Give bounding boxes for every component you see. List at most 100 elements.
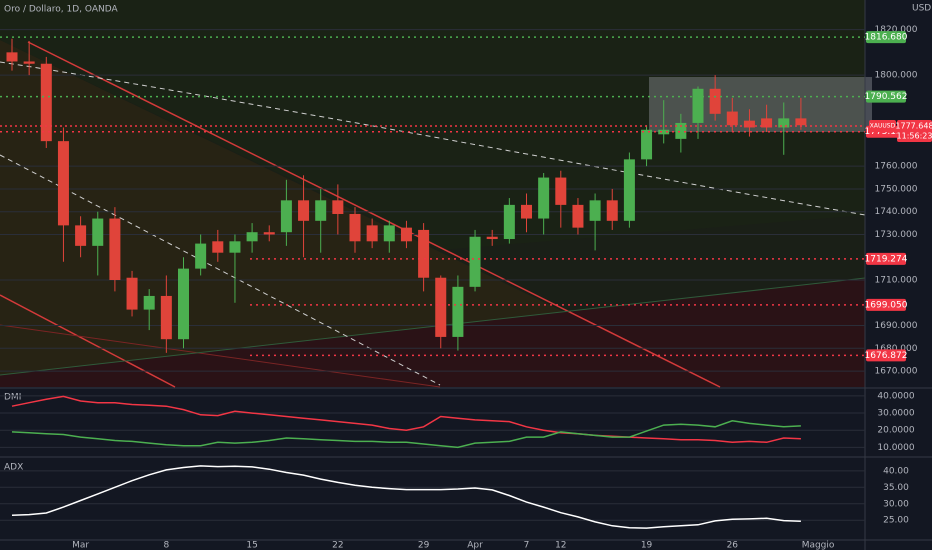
currency: USD xyxy=(912,4,931,14)
level-label: 1816.680 xyxy=(865,33,908,43)
dmi-title: DMI xyxy=(4,393,21,403)
y-tick-label: 35.00 xyxy=(883,483,909,493)
x-tick-label: 19 xyxy=(641,541,653,550)
candle-body xyxy=(383,225,395,242)
candle-body xyxy=(709,88,721,114)
candle-body xyxy=(555,177,567,205)
level-label: 1790.562 xyxy=(865,92,908,102)
level-tag xyxy=(866,298,906,311)
level-tag xyxy=(866,90,906,103)
indicator-line xyxy=(11,395,801,444)
symbol-tag xyxy=(869,120,896,133)
candle-body xyxy=(315,200,327,221)
support-fill xyxy=(0,278,865,387)
candle-body xyxy=(75,225,87,246)
y-tick-label: 20.0000 xyxy=(877,426,914,436)
x-tick-label: Apr xyxy=(467,541,483,550)
candle-body xyxy=(57,141,69,226)
candle-body xyxy=(280,200,292,233)
level-label: 1775.137 xyxy=(865,127,908,137)
level-label: 1719.274 xyxy=(865,254,908,264)
x-tick-label: 8 xyxy=(163,541,169,550)
level-label: 1699.050 xyxy=(865,300,908,310)
x-tick-label: 7 xyxy=(524,541,530,550)
trendline xyxy=(0,324,441,388)
candle-body xyxy=(658,129,670,135)
candle-body xyxy=(160,295,172,340)
y-tick-label: 1800.000 xyxy=(875,71,918,81)
candle-body xyxy=(606,200,618,221)
trendline xyxy=(0,277,866,376)
candle-body xyxy=(452,286,464,337)
level-tag xyxy=(866,31,906,44)
candle-body xyxy=(795,118,807,126)
y-tick-label: 40.0000 xyxy=(877,391,914,401)
candle-body xyxy=(469,236,481,287)
upper-fill xyxy=(0,0,865,250)
candle-body xyxy=(126,277,138,310)
candle-body xyxy=(263,232,275,235)
candle-body xyxy=(641,129,653,160)
candle-body xyxy=(572,204,584,228)
indicator-line xyxy=(11,465,801,529)
candle-body xyxy=(6,52,18,62)
candle-body xyxy=(298,200,310,221)
candle-body xyxy=(418,229,430,278)
candle-body xyxy=(503,204,515,240)
level-tag xyxy=(866,349,906,362)
indicator-line xyxy=(11,420,801,449)
candle-body xyxy=(761,118,773,128)
range-box xyxy=(649,77,872,132)
candle-body xyxy=(178,268,189,340)
candle-body xyxy=(743,120,755,128)
y-tick-label: 1740.000 xyxy=(875,207,918,217)
price-label: 1777.648 xyxy=(895,122,932,131)
y-tick-label: 1730.000 xyxy=(875,230,918,240)
x-tick-label: Maggio xyxy=(802,541,835,550)
candle-body xyxy=(400,227,412,242)
x-tick-label: 15 xyxy=(246,541,257,550)
adx-title: ADX xyxy=(4,463,23,473)
y-tick-label: 1680.000 xyxy=(875,344,918,354)
y-tick-label: 10.0000 xyxy=(877,443,914,453)
dashed-line xyxy=(0,154,441,386)
y-tick-label: 1670.000 xyxy=(875,367,918,377)
trendline xyxy=(27,41,721,388)
x-tick-label: 22 xyxy=(332,541,343,550)
x-tick-label: Mar xyxy=(72,541,89,550)
candle-body xyxy=(40,63,52,142)
candle-body xyxy=(589,200,601,221)
y-tick-label: 1710.000 xyxy=(875,276,918,286)
candle-body xyxy=(23,61,35,64)
candle-body xyxy=(246,232,258,242)
trendline xyxy=(0,294,176,388)
y-tick-label: 30.0000 xyxy=(877,409,914,419)
x-tick-label: 29 xyxy=(418,541,430,550)
candle-body xyxy=(229,241,241,253)
x-tick-label: 26 xyxy=(727,541,739,550)
candle-body xyxy=(92,218,104,246)
y-tick-label: 1760.000 xyxy=(875,162,918,172)
candle-body xyxy=(623,159,635,221)
candle-body xyxy=(521,204,532,219)
x-tick-label: 12 xyxy=(555,541,566,550)
chart-title: Oro / Dollaro, 1D, OANDA xyxy=(4,5,118,15)
y-tick-label: 25.00 xyxy=(883,516,909,526)
candle-body xyxy=(195,243,207,269)
candle-body xyxy=(692,88,704,123)
candle-body xyxy=(212,241,224,253)
candle-body xyxy=(332,200,344,214)
y-tick-label: 1750.000 xyxy=(875,184,918,194)
y-tick-label: 1820.000 xyxy=(875,25,918,35)
y-tick-label: 1690.000 xyxy=(875,321,918,331)
level-label: 1676.872 xyxy=(865,351,908,361)
candle-body xyxy=(675,122,687,139)
countdown: 11:56:23 xyxy=(897,132,932,141)
candle-body xyxy=(435,277,447,337)
candle-body xyxy=(538,177,550,219)
symbol-label: XAUUSD xyxy=(870,123,896,130)
candle-body xyxy=(143,295,155,310)
price-tag xyxy=(897,120,932,143)
candle-body xyxy=(349,213,361,242)
